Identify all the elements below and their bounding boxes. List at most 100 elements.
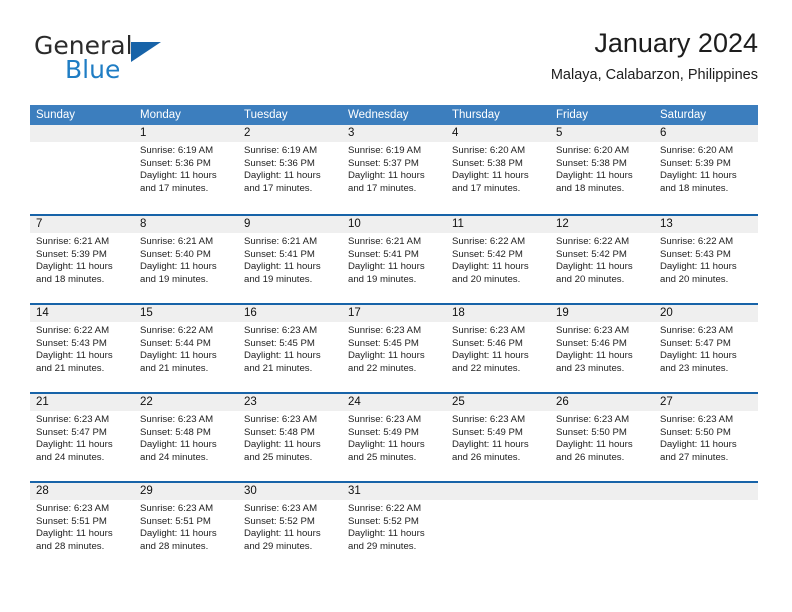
sunset-text: Sunset: 5:43 PM: [36, 337, 107, 349]
calendar-day-cell[interactable]: 31 Sunrise: 6:22 AM Sunset: 5:52 PM Dayligh…: [342, 483, 446, 570]
sunset-text: Sunset: 5:36 PM: [140, 157, 211, 169]
calendar-day-cell-empty: [446, 483, 550, 570]
sunrise-text: Sunrise: 6:23 AM: [140, 503, 214, 514]
calendar-day-cell[interactable]: 9 Sunrise: 6:21 AM Sunset: 5:41 PM Daylight…: [238, 216, 342, 303]
sunrise-text: Sunrise: 6:23 AM: [244, 414, 318, 425]
day-number: 20: [654, 305, 758, 322]
sunrise-text: Sunrise: 6:22 AM: [348, 503, 422, 514]
calendar-day-cell[interactable]: 1 Sunrise: 6:19 AM Sunset: 5:36 PM Daylight…: [134, 125, 238, 214]
sunrise-text: Sunrise: 6:23 AM: [556, 414, 630, 425]
calendar-day-cell[interactable]: 20 Sunrise: 6:23 AM Sunset: 5:47 PM Dayligh…: [654, 305, 758, 392]
calendar-day-cell[interactable]: 2 Sunrise: 6:19 AM Sunset: 5:36 PM Daylight…: [238, 125, 342, 214]
calendar-day-cell[interactable]: 23 Sunrise: 6:23 AM Sunset: 5:48 PM Dayligh…: [238, 394, 342, 481]
calendar-day-cell[interactable]: 21 Sunrise: 6:23 AM Sunset: 5:47 PM Dayligh…: [30, 394, 134, 481]
calendar-day-cell[interactable]: 5 Sunrise: 6:20 AM Sunset: 5:38 PM Daylight…: [550, 125, 654, 214]
page-title: January 2024: [594, 28, 758, 58]
calendar-day-cell[interactable]: 3 Sunrise: 6:19 AM Sunset: 5:37 PM Daylight…: [342, 125, 446, 214]
day-number: 12: [550, 216, 654, 233]
daylight-text-line1: Daylight: 11 hours: [140, 350, 217, 362]
sunrise-text: Sunrise: 6:20 AM: [452, 145, 526, 156]
calendar-day-cell[interactable]: 26 Sunrise: 6:23 AM Sunset: 5:50 PM Dayligh…: [550, 394, 654, 481]
sunset-text: Sunset: 5:37 PM: [348, 157, 419, 169]
calendar-weeks: 1 Sunrise: 6:19 AM Sunset: 5:36 PM Daylight…: [30, 125, 758, 570]
day-sun-info: Sunrise: 6:23 AM Sunset: 5:51 PM Daylight:…: [30, 500, 134, 553]
calendar-day-cell[interactable]: 16 Sunrise: 6:23 AM Sunset: 5:45 PM Dayligh…: [238, 305, 342, 392]
daylight-text-line1: Daylight: 11 hours: [660, 261, 737, 273]
calendar-table: Sunday Monday Tuesday Wednesday Thursday Frid…: [30, 105, 758, 570]
sunset-text: Sunset: 5:46 PM: [452, 337, 523, 349]
sunset-text: Sunset: 5:50 PM: [556, 426, 627, 438]
calendar-day-cell[interactable]: 8 Sunrise: 6:21 AM Sunset: 5:40 PM Daylight…: [134, 216, 238, 303]
sunrise-text: Sunrise: 6:23 AM: [348, 325, 422, 336]
calendar-day-cell[interactable]: 25 Sunrise: 6:23 AM Sunset: 5:49 PM Dayligh…: [446, 394, 550, 481]
day-number: 25: [446, 394, 550, 411]
calendar-day-cell[interactable]: 6 Sunrise: 6:20 AM Sunset: 5:39 PM Daylight…: [654, 125, 758, 214]
calendar-day-cell[interactable]: 7 Sunrise: 6:21 AM Sunset: 5:39 PM Daylight…: [30, 216, 134, 303]
sunset-text: Sunset: 5:39 PM: [660, 157, 731, 169]
sunrise-text: Sunrise: 6:21 AM: [244, 236, 318, 247]
sunrise-text: Sunrise: 6:23 AM: [348, 414, 422, 425]
day-sun-info: Sunrise: 6:21 AM Sunset: 5:40 PM Daylight:…: [134, 233, 238, 286]
calendar-day-cell[interactable]: 13 Sunrise: 6:22 AM Sunset: 5:43 PM Dayligh…: [654, 216, 758, 303]
sunrise-text: Sunrise: 6:23 AM: [556, 325, 630, 336]
day-number: 28: [30, 483, 134, 500]
sunset-text: Sunset: 5:47 PM: [660, 337, 731, 349]
calendar-day-cell[interactable]: 15 Sunrise: 6:22 AM Sunset: 5:44 PM Dayligh…: [134, 305, 238, 392]
sunrise-text: Sunrise: 6:22 AM: [660, 236, 734, 247]
day-number: [30, 125, 134, 142]
sunset-text: Sunset: 5:36 PM: [244, 157, 315, 169]
calendar-day-cell[interactable]: 29 Sunrise: 6:23 AM Sunset: 5:51 PM Dayligh…: [134, 483, 238, 570]
daylight-text-line2: and 29 minutes.: [348, 540, 417, 552]
sunset-text: Sunset: 5:39 PM: [36, 248, 107, 260]
brand-logo[interactable]: General Blue: [34, 32, 254, 94]
day-number: 11: [446, 216, 550, 233]
daylight-text-line2: and 18 minutes.: [660, 182, 729, 194]
sunset-text: Sunset: 5:42 PM: [556, 248, 627, 260]
sunrise-text: Sunrise: 6:23 AM: [660, 414, 734, 425]
day-number: 14: [30, 305, 134, 322]
calendar-day-cell[interactable]: 14 Sunrise: 6:22 AM Sunset: 5:43 PM Dayligh…: [30, 305, 134, 392]
day-sun-info: Sunrise: 6:21 AM Sunset: 5:39 PM Daylight:…: [30, 233, 134, 286]
daylight-text-line1: Daylight: 11 hours: [556, 170, 633, 182]
daylight-text-line1: Daylight: 11 hours: [140, 528, 217, 540]
daylight-text-line2: and 19 minutes.: [244, 273, 313, 285]
calendar-day-cell[interactable]: 18 Sunrise: 6:23 AM Sunset: 5:46 PM Dayligh…: [446, 305, 550, 392]
daylight-text-line1: Daylight: 11 hours: [244, 528, 321, 540]
day-number: 2: [238, 125, 342, 142]
calendar-day-cell[interactable]: 11 Sunrise: 6:22 AM Sunset: 5:42 PM Dayligh…: [446, 216, 550, 303]
daylight-text-line2: and 28 minutes.: [36, 540, 105, 552]
calendar-day-cell[interactable]: 19 Sunrise: 6:23 AM Sunset: 5:46 PM Dayligh…: [550, 305, 654, 392]
calendar-day-cell[interactable]: 17 Sunrise: 6:23 AM Sunset: 5:45 PM Dayligh…: [342, 305, 446, 392]
daylight-text-line2: and 24 minutes.: [140, 451, 209, 463]
brand-name-general: General: [34, 31, 133, 60]
day-sun-info: Sunrise: 6:23 AM Sunset: 5:50 PM Daylight:…: [654, 411, 758, 464]
day-number: 29: [134, 483, 238, 500]
daylight-text-line1: Daylight: 11 hours: [140, 261, 217, 273]
daylight-text-line1: Daylight: 11 hours: [244, 261, 321, 273]
calendar-week-row: 14 Sunrise: 6:22 AM Sunset: 5:43 PM Dayligh…: [30, 303, 758, 392]
calendar-day-cell[interactable]: 22 Sunrise: 6:23 AM Sunset: 5:48 PM Dayligh…: [134, 394, 238, 481]
calendar-day-cell[interactable]: 10 Sunrise: 6:21 AM Sunset: 5:41 PM Dayligh…: [342, 216, 446, 303]
day-number: 17: [342, 305, 446, 322]
day-sun-info: Sunrise: 6:23 AM Sunset: 5:49 PM Daylight:…: [446, 411, 550, 464]
calendar-day-cell[interactable]: 28 Sunrise: 6:23 AM Sunset: 5:51 PM Dayligh…: [30, 483, 134, 570]
calendar-day-cell[interactable]: 27 Sunrise: 6:23 AM Sunset: 5:50 PM Dayligh…: [654, 394, 758, 481]
sunset-text: Sunset: 5:42 PM: [452, 248, 523, 260]
calendar-day-cell[interactable]: 12 Sunrise: 6:22 AM Sunset: 5:42 PM Dayligh…: [550, 216, 654, 303]
day-number: [550, 483, 654, 500]
sunrise-text: Sunrise: 6:22 AM: [140, 325, 214, 336]
calendar-day-cell-empty: [550, 483, 654, 570]
sunset-text: Sunset: 5:49 PM: [348, 426, 419, 438]
calendar-day-cell[interactable]: 30 Sunrise: 6:23 AM Sunset: 5:52 PM Dayligh…: [238, 483, 342, 570]
sunset-text: Sunset: 5:52 PM: [348, 515, 419, 527]
day-number: 24: [342, 394, 446, 411]
sunset-text: Sunset: 5:38 PM: [556, 157, 627, 169]
daylight-text-line2: and 17 minutes.: [452, 182, 521, 194]
calendar-day-cell[interactable]: 4 Sunrise: 6:20 AM Sunset: 5:38 PM Daylight…: [446, 125, 550, 214]
day-number: 19: [550, 305, 654, 322]
sunset-text: Sunset: 5:46 PM: [556, 337, 627, 349]
calendar-day-cell[interactable]: 24 Sunrise: 6:23 AM Sunset: 5:49 PM Dayligh…: [342, 394, 446, 481]
day-number: 16: [238, 305, 342, 322]
sunrise-text: Sunrise: 6:22 AM: [36, 325, 110, 336]
sunset-text: Sunset: 5:51 PM: [36, 515, 107, 527]
